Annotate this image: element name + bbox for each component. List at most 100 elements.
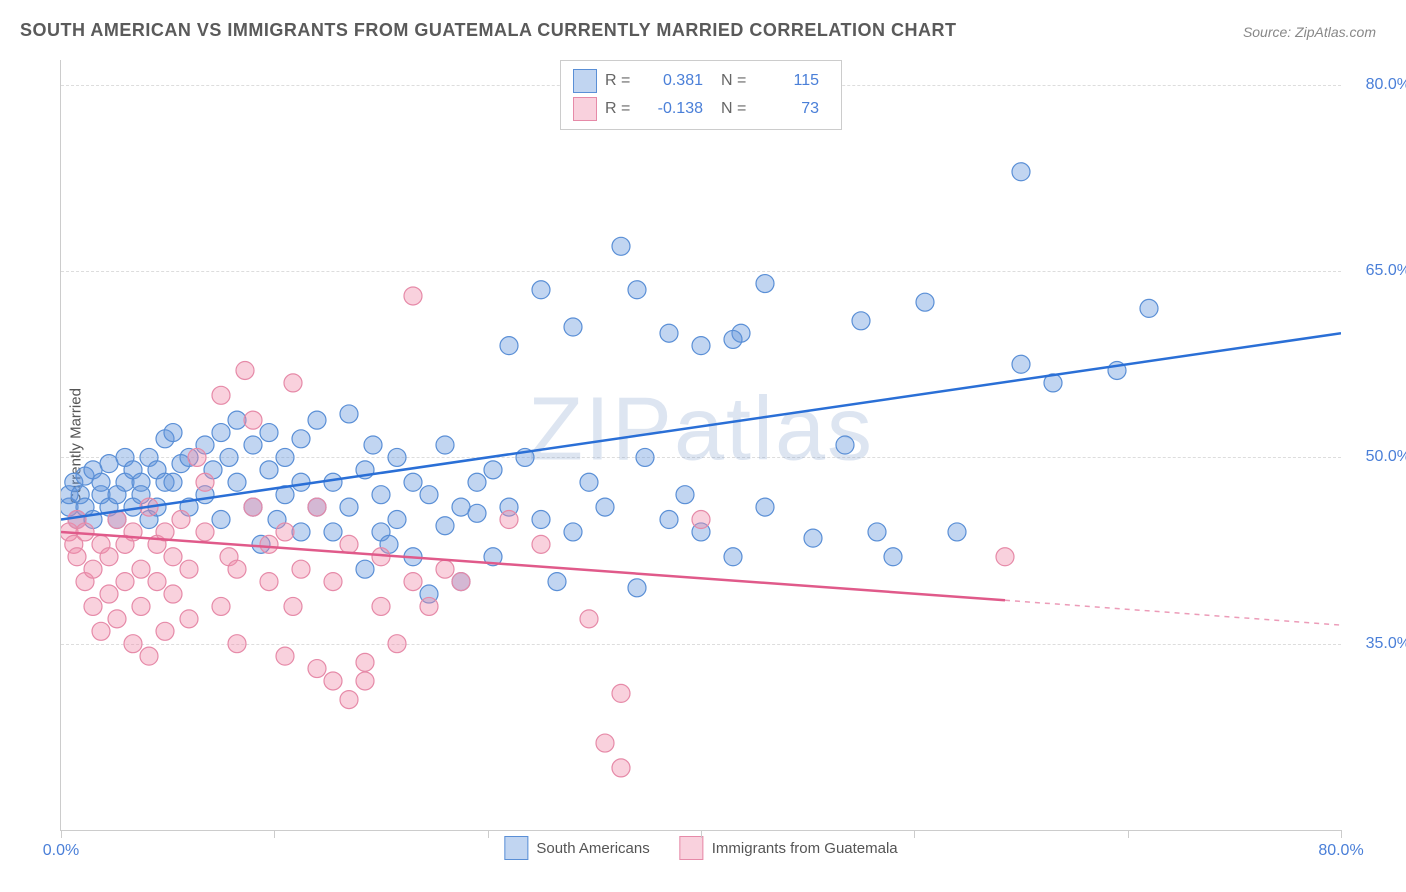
n-label: N = — [721, 100, 751, 118]
scatter-point — [220, 448, 238, 466]
scatter-point — [276, 647, 294, 665]
swatch-blue — [573, 69, 597, 93]
scatter-point — [420, 597, 438, 615]
scatter-point — [340, 691, 358, 709]
scatter-point — [484, 461, 502, 479]
scatter-point — [148, 573, 166, 591]
scatter-point — [292, 473, 310, 491]
scatter-point — [132, 597, 150, 615]
chart-plot-area: ZIPatlas R = 0.381 N = 115 R = -0.138 N … — [60, 60, 1341, 831]
scatter-point — [140, 647, 158, 665]
scatter-point — [100, 548, 118, 566]
scatter-point — [356, 653, 374, 671]
scatter-point — [636, 448, 654, 466]
xtick — [61, 830, 62, 838]
scatter-point — [404, 573, 422, 591]
scatter-point — [468, 504, 486, 522]
scatter-point — [452, 573, 470, 591]
scatter-point — [404, 473, 422, 491]
scatter-point — [500, 511, 518, 529]
scatter-point — [580, 610, 598, 628]
scatter-point — [564, 318, 582, 336]
scatter-point — [724, 548, 742, 566]
scatter-point — [228, 560, 246, 578]
scatter-point — [532, 535, 550, 553]
scatter-point — [676, 486, 694, 504]
scatter-point — [76, 523, 94, 541]
scatter-point — [244, 498, 262, 516]
swatch-pink — [680, 836, 704, 860]
scatter-point — [388, 511, 406, 529]
chart-title: SOUTH AMERICAN VS IMMIGRANTS FROM GUATEM… — [20, 20, 956, 41]
scatter-point — [468, 473, 486, 491]
n-value-blue: 115 — [759, 72, 829, 90]
scatter-point — [244, 436, 262, 454]
scatter-point — [308, 498, 326, 516]
stats-legend: R = 0.381 N = 115 R = -0.138 N = 73 — [560, 60, 842, 130]
scatter-point — [996, 548, 1014, 566]
scatter-point — [436, 436, 454, 454]
trendline-extrapolated — [1005, 600, 1341, 625]
scatter-point — [340, 535, 358, 553]
scatter-point — [596, 498, 614, 516]
scatter-point — [1140, 299, 1158, 317]
scatter-point — [804, 529, 822, 547]
ytick-label: 50.0% — [1351, 448, 1406, 466]
scatter-point — [372, 597, 390, 615]
scatter-point — [276, 523, 294, 541]
series-legend-item-blue: South Americans — [504, 836, 649, 860]
scatter-point — [292, 560, 310, 578]
scatter-point — [228, 473, 246, 491]
scatter-point — [612, 237, 630, 255]
scatter-point — [388, 635, 406, 653]
scatter-point — [124, 635, 142, 653]
scatter-point — [292, 523, 310, 541]
scatter-point — [660, 511, 678, 529]
scatter-point — [340, 405, 358, 423]
xtick — [274, 830, 275, 838]
swatch-blue — [504, 836, 528, 860]
scatter-point — [212, 511, 230, 529]
scatter-point — [324, 523, 342, 541]
scatter-point — [356, 560, 374, 578]
scatter-point — [948, 523, 966, 541]
scatter-point — [404, 287, 422, 305]
scatter-point — [324, 473, 342, 491]
scatter-point — [324, 672, 342, 690]
scatter-point — [372, 486, 390, 504]
scatter-point — [188, 448, 206, 466]
scatter-point — [356, 672, 374, 690]
scatter-point — [180, 560, 198, 578]
scatter-point — [308, 411, 326, 429]
scatter-point — [196, 523, 214, 541]
r-label: R = — [605, 72, 635, 90]
r-label: R = — [605, 100, 635, 118]
n-label: N = — [721, 72, 751, 90]
scatter-point — [1012, 163, 1030, 181]
scatter-point — [196, 473, 214, 491]
r-value-blue: 0.381 — [643, 72, 713, 90]
xtick — [914, 830, 915, 838]
scatter-point — [164, 548, 182, 566]
ytick-label: 35.0% — [1351, 635, 1406, 653]
series-legend-item-pink: Immigrants from Guatemala — [680, 836, 898, 860]
ytick-label: 80.0% — [1351, 76, 1406, 94]
xtick-label-left: 0.0% — [43, 842, 79, 860]
scatter-point — [580, 473, 598, 491]
scatter-point — [308, 660, 326, 678]
scatter-point — [612, 759, 630, 777]
scatter-point — [276, 448, 294, 466]
scatter-point — [756, 275, 774, 293]
scatter-point — [132, 560, 150, 578]
scatter-point — [164, 473, 182, 491]
xtick — [488, 830, 489, 838]
scatter-point — [420, 486, 438, 504]
scatter-point — [532, 511, 550, 529]
scatter-point — [868, 523, 886, 541]
scatter-point — [100, 455, 118, 473]
scatter-point — [340, 498, 358, 516]
scatter-point — [916, 293, 934, 311]
r-value-pink: -0.138 — [643, 100, 713, 118]
scatter-point — [284, 374, 302, 392]
scatter-point — [236, 361, 254, 379]
